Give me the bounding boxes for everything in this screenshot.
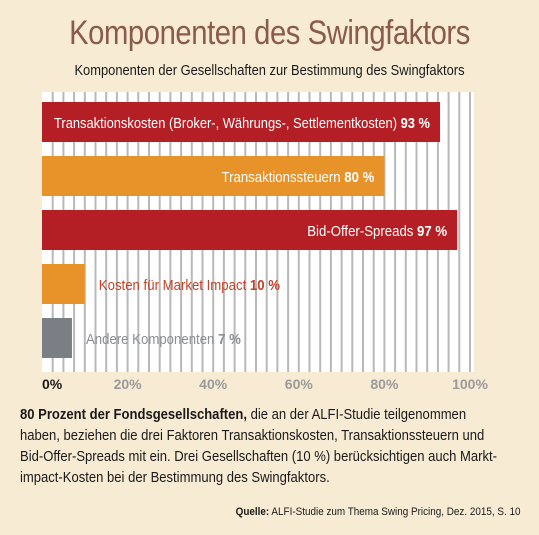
bar-category-label: Transaktionskosten (Broker-, Währungs-, … — [54, 115, 401, 132]
description-line-1-rest: die an der ALFI-Studie teilgenommen — [246, 407, 467, 423]
chart-subtitle: Komponenten der Gesellschaften zur Besti… — [74, 62, 465, 79]
bar-label-3: Bid-Offer-Spreads 97 % — [307, 223, 447, 240]
bar-label-5: Andere Komponenten 7 % — [86, 331, 241, 348]
bar-category-label: Bid-Offer-Spreads — [307, 223, 417, 240]
bar-value-label: 7 % — [218, 331, 241, 348]
x-tick-label: 100% — [452, 376, 488, 392]
description-line-4: impact-Kosten bei der Bestimmung des Swi… — [20, 470, 330, 486]
bar-category-label: Transaktionssteuern — [222, 169, 345, 186]
source-text: ALFI-Studie zum Thema Swing Pricing, Dez… — [269, 506, 521, 518]
bar-category-label: Kosten für Market Impact — [99, 277, 250, 294]
bar-label-4: Kosten für Market Impact 10 % — [99, 277, 280, 294]
description-lead: 80 Prozent der Fondsgesellschaften, — [20, 407, 247, 423]
bar-5 — [42, 318, 72, 358]
bar-chart: Transaktionskosten (Broker-, Währungs-, … — [42, 92, 488, 392]
bar-value-label: 80 % — [344, 169, 374, 186]
source-note: Quelle: ALFI-Studie zum Thema Swing Pric… — [236, 506, 521, 518]
bar-2 — [42, 156, 385, 196]
bar-value-label: 93 % — [401, 115, 430, 132]
bar-label-2: Transaktionssteuern 80 % — [222, 169, 375, 186]
bar-1 — [42, 102, 441, 142]
description-line-2: haben, beziehen die drei Faktoren Transa… — [20, 428, 485, 444]
bar-3 — [42, 210, 458, 250]
x-tick-label: 0% — [42, 376, 63, 392]
chart-title: Komponenten des Swingfaktors — [69, 14, 470, 52]
bar-4 — [42, 264, 85, 304]
x-tick-label: 20% — [114, 376, 143, 392]
bar-value-label: 97 % — [417, 223, 447, 240]
bar-label-1: Transaktionskosten (Broker-, Währungs-, … — [54, 115, 430, 132]
x-tick-label: 60% — [285, 376, 314, 392]
description-line-3: Bid-Offer-Spreads mit ein. Drei Gesellsc… — [20, 449, 498, 465]
bar-category-label: Andere Komponenten — [86, 331, 218, 348]
description-text: 80 Prozent der Fondsgesellschaften, die … — [20, 405, 498, 489]
description-line-1: 80 Prozent der Fondsgesellschaften, die … — [20, 405, 470, 426]
x-tick-label: 80% — [370, 376, 399, 392]
bar-value-label: 10 % — [250, 277, 280, 294]
source-label: Quelle: — [236, 506, 270, 518]
x-tick-label: 40% — [199, 376, 228, 392]
